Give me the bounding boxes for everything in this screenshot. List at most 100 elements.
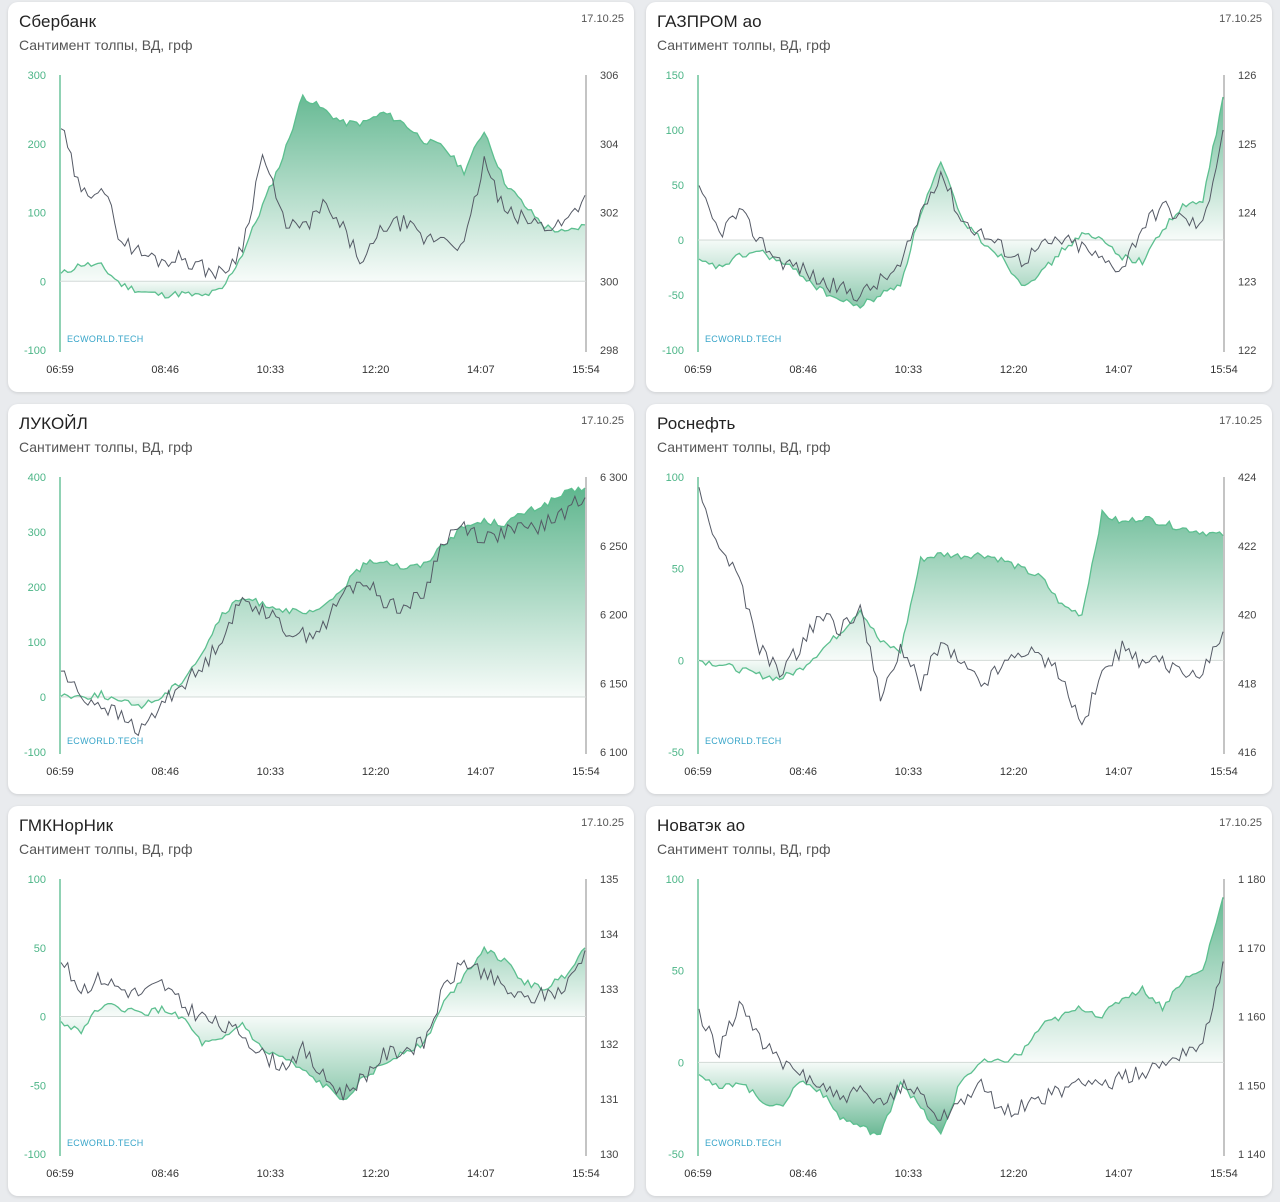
chart-date: 17.10.25 (581, 13, 624, 25)
x-tick-label: 06:59 (46, 364, 74, 376)
chart-subtitle: Сантимент толпы, ВД, грф (657, 37, 831, 53)
right-tick-label: 302 (600, 208, 618, 220)
x-tick-label: 08:46 (151, 766, 179, 778)
chart-subtitle: Сантимент толпы, ВД, грф (19, 841, 193, 857)
right-tick-label: 123 (1238, 276, 1256, 288)
left-tick-label: 50 (672, 966, 684, 978)
right-tick-label: 6 250 (600, 541, 628, 553)
sentiment-line (698, 96, 1224, 309)
chart-title: ЛУКОЙЛ (19, 414, 88, 433)
watermark-text: ECWORLD.TECH (67, 1138, 144, 1148)
right-tick-label: 124 (1238, 208, 1256, 220)
x-tick-label: 10:33 (257, 364, 285, 376)
x-tick-label: 10:33 (895, 766, 923, 778)
right-tick-label: 416 (1238, 747, 1256, 759)
chart-subtitle: Сантимент толпы, ВД, грф (19, 37, 193, 53)
sentiment-area-negative (61, 1016, 585, 1100)
sentiment-line (60, 945, 586, 1101)
x-tick-label: 06:59 (684, 766, 712, 778)
right-tick-label: 424 (1238, 472, 1256, 484)
sentiment-area-positive (61, 487, 585, 697)
chart-plot: 100 50 0 -50 1 180 1 170 1 160 1 150 1 140 06:59 0… (666, 874, 1266, 1180)
right-tick-label: 122 (1238, 345, 1256, 357)
x-tick-label: 08:46 (789, 766, 817, 778)
watermark-text: ECWORLD.TECH (705, 1138, 782, 1148)
chart-plot: 100 50 0 -50 424 422 420 418 416 06:59 08:46 10:33 1… (666, 472, 1257, 778)
right-tick-label: 420 (1238, 610, 1256, 622)
x-tick-label: 15:54 (572, 364, 600, 376)
left-tick-label: 0 (40, 1012, 46, 1024)
price-line (60, 128, 586, 280)
x-tick-label: 15:54 (1210, 1168, 1238, 1180)
right-tick-label: 6 100 (600, 747, 628, 759)
chart-subtitle: Сантимент толпы, ВД, грф (657, 439, 831, 455)
chart-title: Сбербанк (19, 12, 97, 31)
x-tick-label: 15:54 (572, 766, 600, 778)
chart-subtitle: Сантимент толпы, ВД, грф (19, 439, 193, 455)
left-tick-label: 150 (666, 70, 684, 82)
watermark-text: ECWORLD.TECH (67, 334, 144, 344)
sentiment-area-positive (699, 97, 1223, 240)
sentiment-line (60, 93, 586, 299)
price-line (698, 129, 1224, 302)
x-tick-label: 12:20 (1000, 1168, 1028, 1180)
x-tick-label: 15:54 (1210, 364, 1238, 376)
left-tick-label: 50 (672, 564, 684, 576)
left-tick-label: -100 (24, 1149, 46, 1161)
right-tick-label: 298 (600, 345, 618, 357)
right-tick-label: 6 200 (600, 610, 628, 622)
price-line (60, 950, 586, 1101)
right-tick-label: 300 (600, 276, 618, 288)
right-tick-label: 1 160 (1238, 1012, 1266, 1024)
left-tick-label: 100 (28, 874, 46, 886)
chart-date: 17.10.25 (1219, 817, 1262, 829)
sentiment-area-negative (699, 240, 1223, 308)
chart-card: Новатэк ао Сантимент толпы, ВД, грф 17.10.… (646, 806, 1272, 1196)
left-tick-label: -50 (668, 1149, 684, 1161)
left-tick-label: 0 (678, 655, 684, 667)
left-tick-label: 200 (28, 139, 46, 151)
sentiment-line (698, 897, 1224, 1136)
chart-card: ГМКНорНик Сантимент толпы, ВД, грф 17.10.2… (8, 806, 634, 1196)
left-tick-label: 300 (28, 527, 46, 539)
chart-date: 17.10.25 (1219, 415, 1262, 427)
left-tick-label: 300 (28, 70, 46, 82)
x-tick-label: 10:33 (895, 1168, 923, 1180)
x-tick-label: 12:20 (362, 364, 390, 376)
left-tick-label: -100 (662, 345, 684, 357)
chart-plot: 150 100 50 0 -50 -100 126 125 124 123 122 06:59 08:4… (662, 70, 1256, 376)
x-tick-label: 06:59 (46, 766, 74, 778)
x-tick-label: 12:20 (1000, 766, 1028, 778)
x-tick-label: 10:33 (257, 1168, 285, 1180)
x-tick-label: 06:59 (684, 1168, 712, 1180)
watermark-text: ECWORLD.TECH (705, 334, 782, 344)
chart-title: Роснефть (657, 414, 736, 433)
x-tick-label: 08:46 (151, 1168, 179, 1180)
right-tick-label: 1 180 (1238, 874, 1266, 886)
x-tick-label: 12:20 (362, 766, 390, 778)
right-tick-label: 306 (600, 70, 618, 82)
price-line (698, 961, 1224, 1121)
chart-plot: 300 200 100 0 -100 306 304 302 300 298 06:59 08:46 1… (24, 70, 618, 376)
sentiment-line (698, 508, 1224, 682)
chart-card: Сбербанк Сантимент толпы, ВД, грф 17.10.25… (8, 2, 634, 392)
x-tick-label: 06:59 (684, 364, 712, 376)
x-tick-label: 08:46 (789, 1168, 817, 1180)
sentiment-area-negative (699, 660, 812, 681)
chart-plot: 100 50 0 -50 -100 135 134 133 132 131 130 06:59 08:4… (24, 874, 618, 1180)
left-tick-label: -100 (24, 747, 46, 759)
left-tick-label: 200 (28, 582, 46, 594)
chart-card: ГАЗПРОМ ао Сантимент толпы, ВД, грф 17.10.… (646, 2, 1272, 392)
x-tick-label: 14:07 (1105, 1168, 1133, 1180)
x-tick-label: 10:33 (257, 766, 285, 778)
chart-date: 17.10.25 (1219, 13, 1262, 25)
x-tick-label: 14:07 (467, 766, 495, 778)
sentiment-area-positive (699, 897, 1223, 1063)
x-tick-label: 08:46 (789, 364, 817, 376)
x-tick-label: 14:07 (467, 364, 495, 376)
watermark-text: ECWORLD.TECH (67, 736, 144, 746)
right-tick-label: 1 140 (1238, 1149, 1266, 1161)
left-tick-label: -100 (24, 345, 46, 357)
left-tick-label: 100 (28, 637, 46, 649)
right-tick-label: 304 (600, 139, 618, 151)
